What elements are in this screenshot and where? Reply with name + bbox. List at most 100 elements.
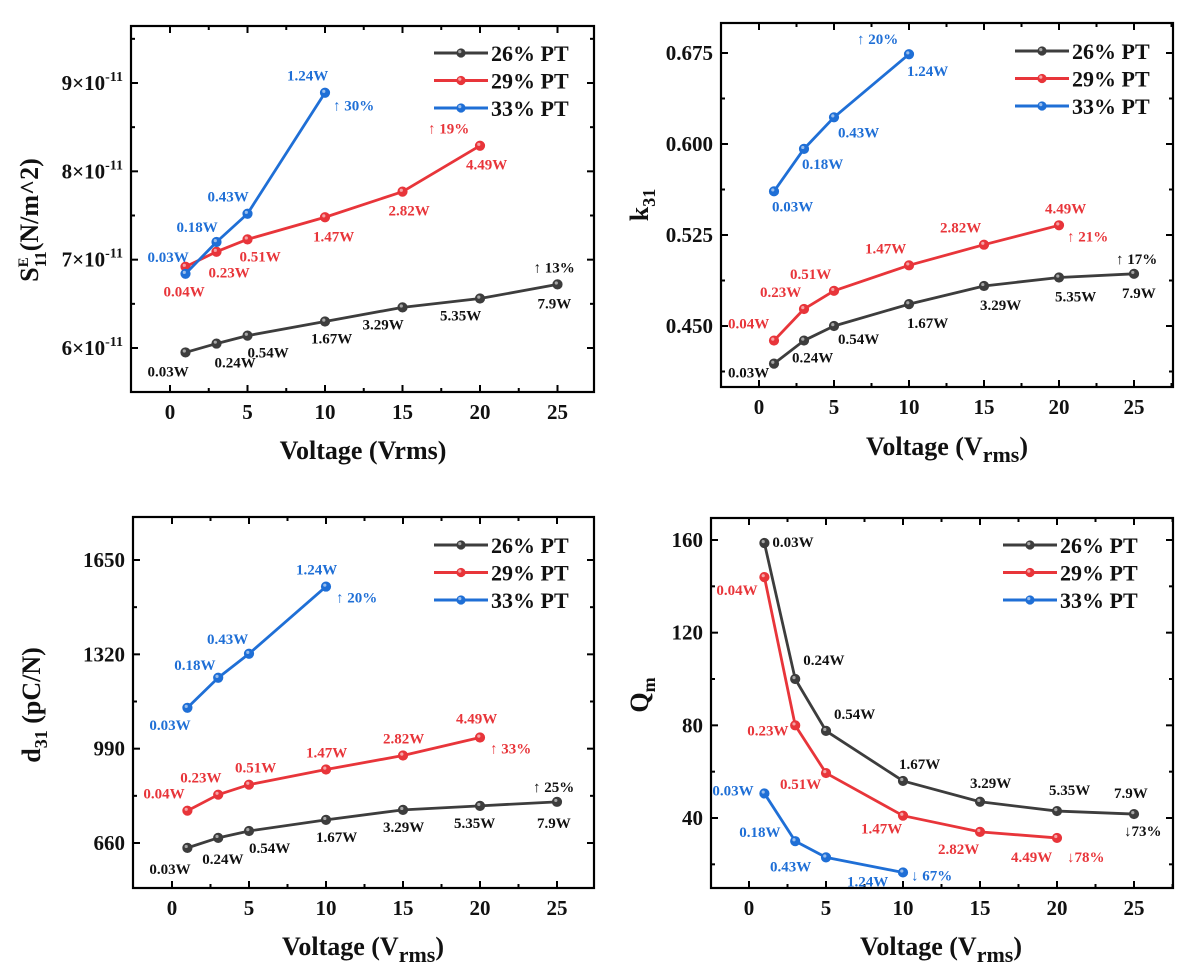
power-label: 0.18W [174, 658, 215, 674]
data-point [319, 316, 331, 327]
series-line [763, 576, 1058, 840]
data-point-highlight [823, 854, 827, 858]
legend-label: 26% PT [491, 41, 569, 66]
y-tick-label: 1650 [83, 548, 125, 572]
data-point-highlight [244, 332, 248, 336]
power-label: 0.24W [215, 356, 256, 372]
power-label: 0.18W [177, 220, 218, 236]
legend-marker-highlight [458, 50, 462, 54]
power-label: 5.35W [440, 309, 481, 325]
series-line [186, 800, 558, 850]
legend-marker-highlight [1039, 48, 1043, 52]
data-point-highlight [906, 301, 910, 305]
y-tick-label: 0.600 [666, 132, 713, 156]
y-tick-mantissa: 40 [682, 806, 703, 830]
x-tick-label: 0 [754, 395, 765, 419]
data-point-highlight [900, 777, 904, 782]
data-point [242, 234, 253, 245]
power-label: 0.23W [760, 285, 801, 301]
data-point [551, 796, 563, 807]
data-point-highlight [554, 798, 558, 803]
change-annotation: ↑ 19% [428, 122, 469, 138]
power-label: 1.67W [311, 332, 352, 348]
x-tick-label: 25 [547, 400, 568, 424]
x-tick-label: 0 [744, 896, 755, 920]
x-tick-label: 25 [1124, 896, 1145, 920]
series-line [186, 736, 481, 812]
data-point-highlight [477, 142, 481, 146]
x-tick-label: 0 [165, 400, 176, 424]
power-label: 0.54W [838, 332, 879, 348]
x-tick-label: 20 [470, 400, 491, 424]
data-point [320, 764, 332, 775]
power-label: 1.24W [907, 64, 948, 80]
data-point [820, 852, 832, 863]
legend-marker-highlight [458, 77, 462, 81]
x-tick-label: 15 [392, 400, 413, 424]
data-point-highlight [182, 349, 186, 353]
data-point [213, 672, 224, 683]
data-point-highlight [1131, 811, 1135, 815]
power-label: 0.24W [803, 653, 844, 669]
legend-entry-blue: 33% PT [1003, 588, 1138, 613]
legend-marker [1037, 73, 1047, 84]
y-tick-label: 160 [672, 528, 704, 552]
data-point-highlight [323, 766, 327, 770]
legend-marker [456, 103, 466, 113]
x-axis-title: Voltage (Vrms) [860, 932, 1022, 967]
power-label: 0.54W [834, 707, 875, 723]
y-tick-label: 0.525 [666, 223, 713, 247]
change-annotation: ↑ 17% [1116, 252, 1157, 268]
data-point [211, 246, 222, 257]
data-point [768, 358, 780, 369]
y-tick-mantissa: 80 [682, 713, 703, 737]
x-tick-label: 5 [829, 395, 840, 419]
legend-marker [456, 567, 466, 578]
y-tick-exponent: -11 [105, 158, 123, 173]
data-point-highlight [215, 834, 219, 839]
data-point [243, 648, 255, 659]
y-tick-label: 7×10-11 [62, 247, 123, 272]
chart-s11: 0 5 10 15 20 256×10-117×10-118×10-119×10-11Vo… [15, 24, 596, 465]
legend-entry-blue: 33% PT [1015, 94, 1150, 119]
power-label: 4.49W [1011, 850, 1052, 866]
data-point-highlight [761, 790, 765, 794]
series-black: 0.03W 0.24W 0.54W 1.67W 3.29W 5.35W 7.9W ↑ 17% [728, 252, 1157, 382]
y-tick-exponent: -11 [105, 70, 123, 85]
data-point-highlight [184, 807, 188, 811]
data-point [182, 842, 193, 853]
data-point-highlight [761, 574, 765, 578]
data-point-highlight [244, 236, 248, 240]
legend-label: 26% PT [491, 533, 569, 558]
series-line [186, 585, 327, 709]
legend-marker-highlight [1027, 597, 1031, 601]
data-point [242, 330, 253, 341]
power-label: 1.67W [316, 830, 357, 846]
x-tick-label: 15 [393, 896, 414, 920]
power-label: 0.18W [802, 157, 843, 173]
x-tick-label: 20 [1047, 896, 1068, 920]
data-point [213, 832, 224, 843]
legend-marker [1025, 595, 1035, 605]
series-line [184, 144, 481, 268]
power-label: 0.03W [728, 366, 769, 382]
y-tick-mantissa: 120 [672, 621, 704, 645]
data-point-highlight [184, 844, 188, 849]
change-annotation: ↓73% [1124, 824, 1162, 840]
data-point-highlight [477, 734, 481, 738]
y-tick-mantissa: 6×10 [62, 336, 105, 360]
data-point [798, 143, 810, 154]
data-point [759, 571, 770, 583]
legend-entry-blue: 33% PT [434, 96, 569, 121]
power-label: 1.47W [313, 229, 354, 245]
data-point [182, 805, 193, 816]
x-tick-label: 0 [167, 896, 178, 920]
y-tick-mantissa: 9×10 [62, 71, 105, 95]
y-axis-title: SE11(N/m^2) [15, 158, 50, 282]
y-tick-label: 40 [682, 806, 703, 830]
power-label: 3.29W [363, 317, 404, 333]
data-point-highlight [801, 145, 805, 150]
legend-label: 33% PT [1072, 94, 1150, 119]
